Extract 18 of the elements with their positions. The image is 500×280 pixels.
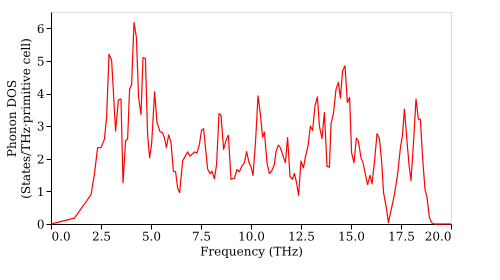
x-axis-title: Frequency (THz) [200,244,303,258]
y-tick-label: 1 [36,184,44,199]
x-tick-label: 5.0 [142,230,162,244]
y-tick-label: 5 [36,54,44,68]
y-tick-label: 0 [36,218,44,232]
y-tick-label: 6 [36,22,44,36]
y-tick-label: 2 [36,152,44,166]
x-tick-label: 17.5 [388,230,415,244]
y-tick-label: 3 [36,120,44,134]
x-tick-label: 15.0 [338,230,365,244]
x-tick-label: 7.5 [192,230,212,244]
x-tick-label: 12.5 [288,230,315,244]
x-tick-label: 2.5 [92,230,112,244]
x-tick-label: 20.0 [424,230,452,244]
x-tick-label: 0.0 [52,230,71,244]
x-tick-label: 10.0 [238,230,265,244]
y-axis-title: Phonon DOS (States/THz·primitive cell) [4,38,33,199]
y-tick-label: 4 [36,87,45,102]
